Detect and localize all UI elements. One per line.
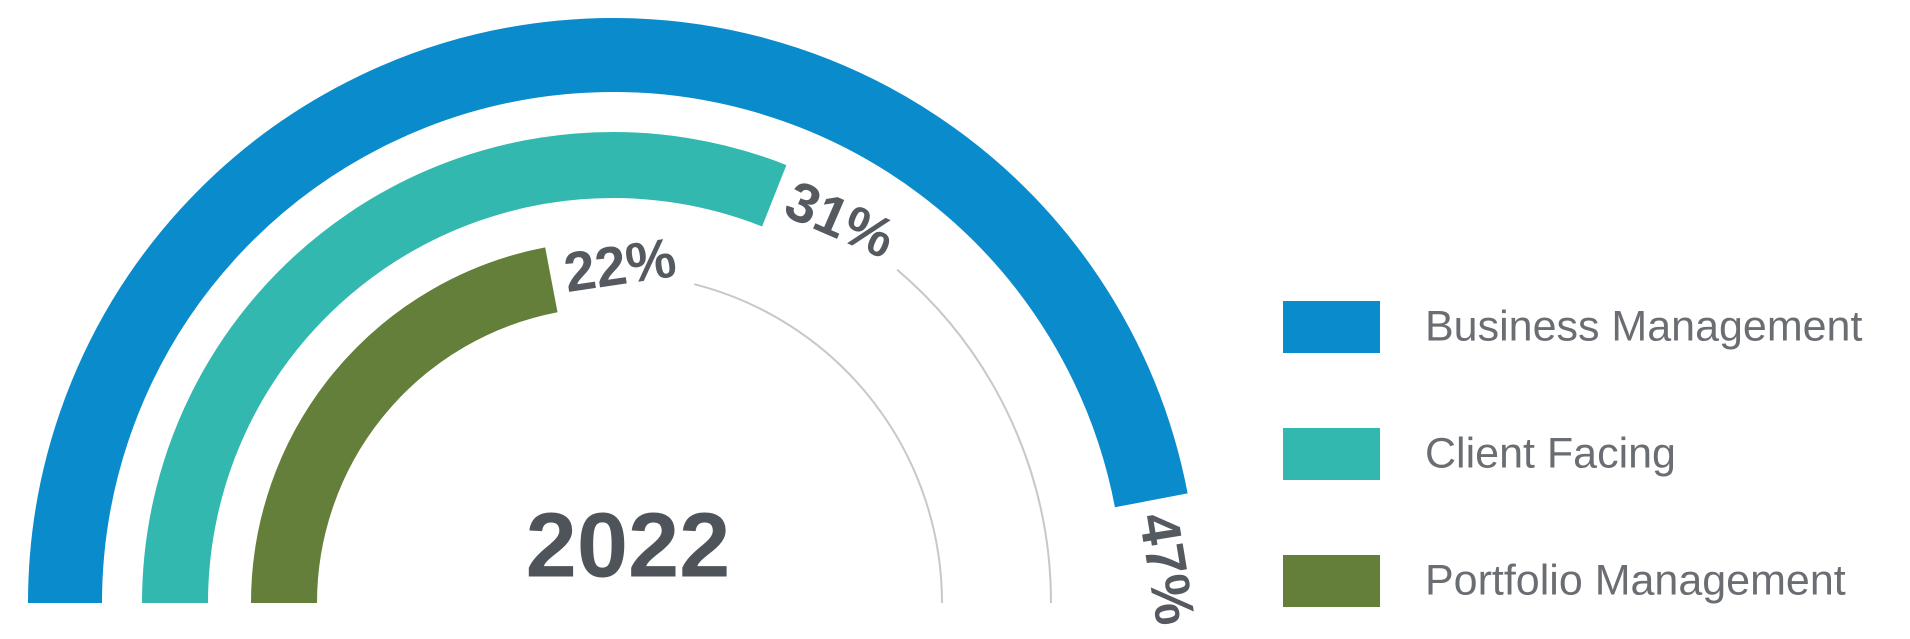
legend-swatch — [1283, 428, 1380, 480]
legend-label: Portfolio Management — [1425, 556, 1846, 604]
center-label: 2022 — [526, 494, 731, 596]
value-label: 47% — [1127, 508, 1207, 629]
track-line — [896, 268, 1052, 604]
radial-bar — [142, 132, 787, 604]
radial-bar — [28, 18, 1188, 604]
value-label: 22% — [560, 225, 680, 304]
track-line — [693, 283, 943, 604]
radial-bar — [251, 247, 558, 604]
value-label: 31% — [777, 168, 905, 270]
legend-swatch — [1283, 301, 1380, 353]
legend-label: Client Facing — [1425, 429, 1676, 477]
legend-label: Business Management — [1425, 302, 1862, 350]
legend-swatch — [1283, 555, 1380, 607]
